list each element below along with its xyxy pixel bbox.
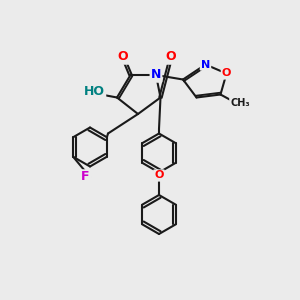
Text: CH₃: CH₃: [230, 98, 250, 109]
Text: F: F: [81, 170, 90, 184]
Text: O: O: [154, 170, 164, 181]
Text: N: N: [151, 68, 161, 82]
Text: HO: HO: [84, 85, 105, 98]
Text: O: O: [166, 50, 176, 64]
Text: O: O: [222, 68, 231, 79]
Text: O: O: [118, 50, 128, 64]
Text: N: N: [201, 59, 210, 70]
